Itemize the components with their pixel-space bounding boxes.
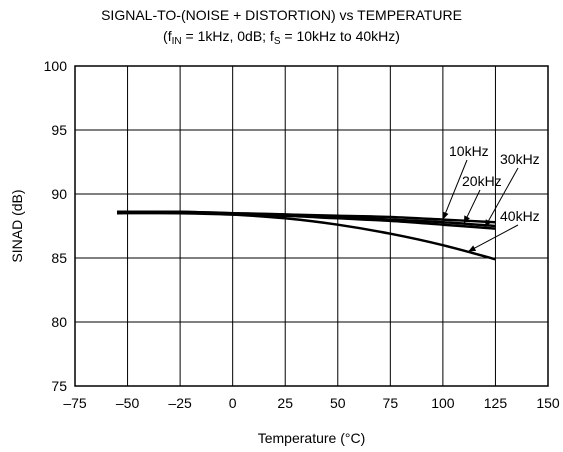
y-tick-label: 100: [44, 58, 68, 74]
chart-subtitle: (fIN = 1kHz, 0dB; fS = 10kHz to 40kHz): [0, 27, 563, 47]
annotation-label: 30kHz: [500, 151, 540, 167]
x-tick-label: –50: [116, 395, 140, 411]
annotation-arrow: [484, 167, 519, 228]
subtitle-fin-subscript: IN: [171, 36, 182, 47]
x-tick-label: –75: [63, 395, 87, 411]
x-tick-label: 125: [484, 395, 508, 411]
y-tick-label: 80: [51, 314, 67, 330]
y-tick-label: 85: [51, 250, 67, 266]
x-tick-label: 75: [383, 395, 399, 411]
plot-frame: [74, 65, 549, 387]
y-tick-label: 75: [51, 378, 67, 394]
annotations: 10kHz 20kHz 30kHz 40kHz: [442, 143, 540, 253]
x-tick-label: 25: [277, 395, 293, 411]
subtitle-open: (f: [163, 28, 172, 44]
annotation-arrow: [442, 159, 468, 220]
x-tick-label: 0: [229, 395, 237, 411]
x-tick-label: 150: [536, 395, 560, 411]
annotation-arrow: [467, 224, 519, 253]
annotation-arrowhead: [468, 245, 477, 252]
y-tick-label: 90: [51, 186, 67, 202]
x-axis-label: Temperature (°C): [258, 430, 366, 446]
annotation-label: 20kHz: [462, 173, 502, 189]
annotation-arrowhead: [484, 219, 492, 228]
subtitle-close: = 10kHz to 40kHz): [280, 28, 400, 44]
grid: [75, 66, 548, 386]
annotation-label: 10kHz: [449, 143, 489, 159]
annotation-arrowhead: [442, 211, 449, 220]
x-tick-label: 100: [431, 395, 455, 411]
y-axis-label: SINAD (dB): [9, 189, 25, 262]
y-tick-label: 95: [51, 122, 67, 138]
series-lines: [116, 210, 496, 261]
x-tick-label: –25: [168, 395, 192, 411]
annotation-label: 40kHz: [500, 208, 540, 224]
series-line-40kHz: [116, 210, 496, 261]
chart-title: SIGNAL-TO-(NOISE + DISTORTION) vs TEMPER…: [101, 7, 462, 23]
subtitle-mid: = 1kHz, 0dB; f: [181, 28, 274, 44]
annotation-arrowhead: [463, 215, 470, 224]
tick-labels: –75 –50 –25 0 25 50 75 100 125 150 75 80 85 90 95 100: [44, 58, 560, 411]
subtitle-fs-subscript: S: [273, 36, 281, 47]
x-tick-label: 50: [330, 395, 346, 411]
